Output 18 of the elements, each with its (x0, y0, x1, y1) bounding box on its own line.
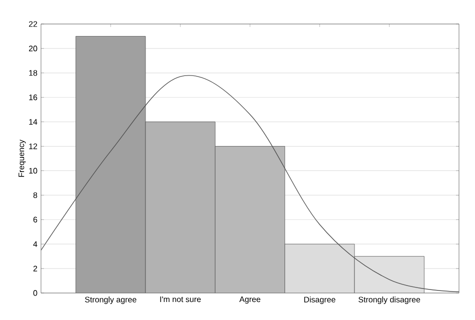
y-tick-label: 14 (29, 119, 38, 125)
y-tick-label: 4 (33, 241, 38, 247)
y-tick-label: 2 (33, 266, 38, 272)
y-tick-label: 22 (28, 21, 38, 27)
y-tick-label: 8 (33, 192, 38, 198)
x-tick-label: Disagree (304, 296, 336, 304)
y-tick-label: 12 (29, 143, 38, 150)
x-tick-label: Strongly disagree (358, 296, 420, 304)
y-tick-label: 0 (33, 290, 38, 296)
x-tick-label: Agree (239, 296, 260, 304)
y-tick-label: 18 (29, 70, 38, 76)
y-tick-label: 16 (29, 94, 38, 100)
y-tick-label: 10 (29, 168, 38, 174)
x-tick-label: Strongly agree (85, 296, 136, 304)
y-tick-label: 20 (28, 46, 38, 52)
y-axis-title: Frequency (18, 140, 26, 177)
y-tick-label: 6 (33, 216, 38, 222)
x-tick-label: I'm not sure (160, 296, 201, 302)
